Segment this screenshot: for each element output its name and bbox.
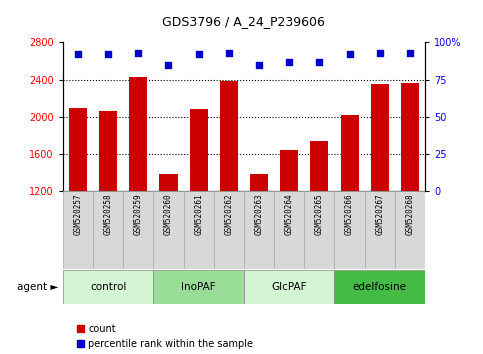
Text: GSM520257: GSM520257	[73, 194, 83, 235]
Bar	[159, 173, 178, 191]
Text: GSM520265: GSM520265	[315, 194, 324, 235]
Point	[255, 62, 263, 68]
Bar	[334, 270, 425, 304]
Text: GSM520268: GSM520268	[405, 194, 414, 235]
Bar	[129, 77, 147, 191]
Bar	[365, 191, 395, 269]
Point	[315, 59, 323, 65]
Point	[104, 52, 112, 57]
Bar	[69, 108, 87, 191]
Text: GSM520258: GSM520258	[103, 194, 113, 235]
Text: control: control	[90, 282, 126, 292]
Text: GSM520267: GSM520267	[375, 194, 384, 235]
Bar	[63, 270, 154, 304]
Text: GDS3796 / A_24_P239606: GDS3796 / A_24_P239606	[162, 15, 326, 28]
Bar	[189, 109, 208, 191]
Bar	[184, 191, 213, 269]
Bar	[154, 270, 244, 304]
Point	[74, 52, 82, 57]
Bar	[274, 191, 304, 269]
Bar	[311, 141, 328, 191]
Bar	[341, 115, 358, 191]
Bar	[99, 111, 117, 191]
Text: GSM520260: GSM520260	[164, 194, 173, 235]
Bar	[63, 191, 93, 269]
Point	[225, 50, 233, 56]
Legend: count, percentile rank within the sample: count, percentile rank within the sample	[77, 324, 253, 349]
Point	[285, 59, 293, 65]
Text: InoPAF: InoPAF	[181, 282, 216, 292]
Text: agent ►: agent ►	[16, 282, 58, 292]
Text: GSM520259: GSM520259	[134, 194, 143, 235]
Point	[134, 50, 142, 56]
Point	[376, 50, 384, 56]
Bar	[123, 191, 154, 269]
Point	[165, 62, 172, 68]
Text: GSM520263: GSM520263	[255, 194, 264, 235]
Bar	[244, 191, 274, 269]
Text: GSM520261: GSM520261	[194, 194, 203, 235]
Text: GlcPAF: GlcPAF	[271, 282, 307, 292]
Point	[406, 50, 414, 56]
Bar	[154, 191, 184, 269]
Bar	[371, 84, 389, 191]
Point	[195, 52, 202, 57]
Bar	[250, 175, 268, 191]
Bar	[244, 270, 334, 304]
Bar	[304, 191, 334, 269]
Bar	[93, 191, 123, 269]
Text: GSM520264: GSM520264	[284, 194, 294, 235]
Bar	[395, 191, 425, 269]
Text: edelfosine: edelfosine	[353, 282, 407, 292]
Bar	[213, 191, 244, 269]
Point	[346, 52, 354, 57]
Bar	[280, 150, 298, 191]
Bar	[334, 191, 365, 269]
Text: GSM520266: GSM520266	[345, 194, 354, 235]
Text: GSM520262: GSM520262	[224, 194, 233, 235]
Bar	[401, 84, 419, 191]
Bar	[220, 81, 238, 191]
